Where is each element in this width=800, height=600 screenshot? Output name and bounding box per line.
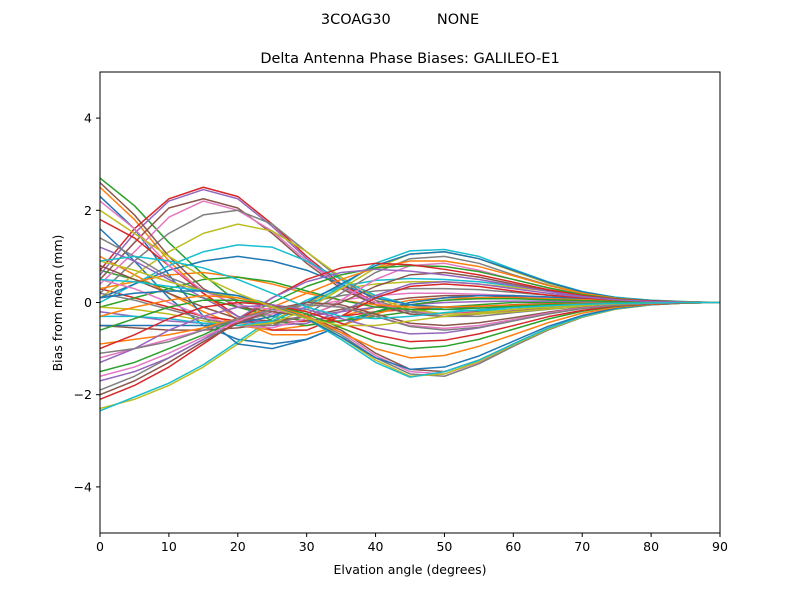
y-tick-label: −2 bbox=[74, 387, 92, 402]
series-line-48 bbox=[99, 301, 720, 354]
y-tick-label: 4 bbox=[84, 111, 92, 126]
x-tick-label: 20 bbox=[230, 539, 246, 554]
series-line-41 bbox=[99, 290, 721, 371]
y-tick-label: 0 bbox=[84, 295, 92, 310]
x-axis-ticks: 0 10 20 30 40 50 60 70 80 90 bbox=[96, 533, 728, 554]
plot-frame bbox=[99, 71, 721, 534]
x-tick-label: 40 bbox=[368, 539, 384, 554]
y-tick-label: −4 bbox=[74, 479, 92, 494]
y-axis-label: Bias from mean (mm) bbox=[50, 235, 65, 372]
x-axis-label: Elvation angle (degrees) bbox=[333, 562, 486, 577]
chart-title: Delta Antenna Phase Biases: GALILEO-E1 bbox=[260, 51, 559, 67]
x-tick-label: 60 bbox=[505, 539, 521, 554]
x-tick-label: 90 bbox=[712, 539, 728, 554]
x-tick-label: 10 bbox=[161, 539, 177, 554]
y-axis-ticks: −4 −2 0 2 4 bbox=[74, 111, 100, 494]
y-tick-label: 2 bbox=[84, 203, 92, 218]
chart-suptitle: 3COAG30 NONE bbox=[321, 12, 479, 28]
x-tick-label: 0 bbox=[96, 539, 104, 554]
series-line-50 bbox=[99, 255, 720, 320]
series-line-35 bbox=[99, 268, 721, 382]
x-tick-label: 70 bbox=[574, 539, 590, 554]
x-tick-label: 30 bbox=[299, 539, 315, 554]
x-tick-label: 80 bbox=[643, 539, 659, 554]
x-tick-label: 50 bbox=[436, 539, 452, 554]
series-lines bbox=[99, 177, 721, 412]
series-line-42 bbox=[99, 294, 721, 359]
